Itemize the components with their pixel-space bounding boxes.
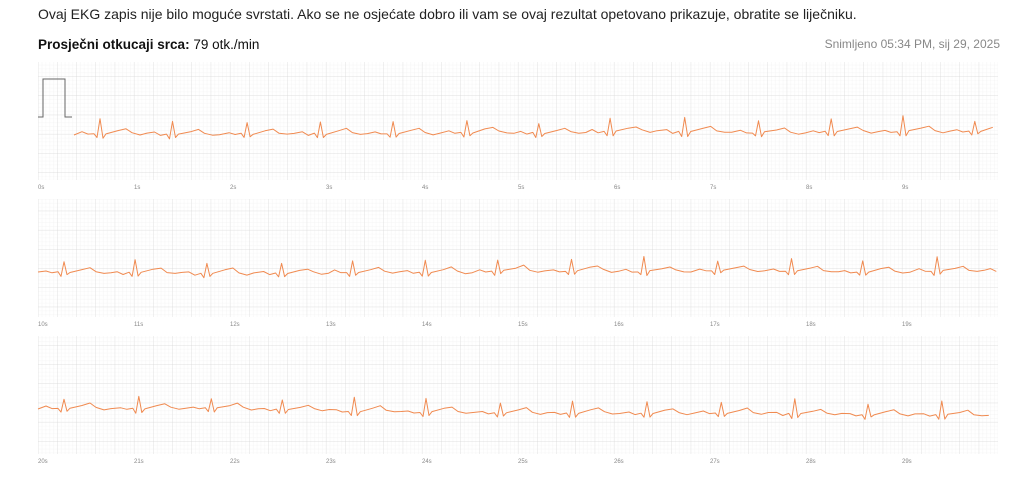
time-label: 8s [806,185,812,191]
time-label: 22s [230,459,240,465]
time-label: 21s [134,459,144,465]
time-label: 4s [422,185,428,191]
time-label: 27s [710,459,720,465]
time-label: 20s [38,459,48,465]
recorded-date: Snimljeno 05:34 PM, sij 29, 2025 [824,37,1000,51]
ecg-grid [38,336,998,454]
time-label: 9s [902,185,908,191]
time-label: 7s [710,185,716,191]
time-label: 18s [806,322,816,328]
ecg-grid [38,62,998,180]
time-label: 10s [38,322,48,328]
time-label: 11s [134,322,143,328]
time-label: 3s [326,185,332,191]
ecg-trace [73,115,993,140]
time-label: 2s [230,185,236,191]
time-label: 28s [806,459,816,465]
heart-rate-label: Prosječni otkucaji srca: [38,37,190,52]
time-label: 26s [614,459,624,465]
heart-rate: Prosječni otkucaji srca: 79 otk./min [38,37,259,52]
time-label: 23s [326,459,336,465]
time-label: 24s [422,459,432,465]
time-label: 14s [422,322,432,328]
time-label: 1s [134,185,140,191]
time-label: 13s [326,322,336,328]
time-label: 5s [518,185,524,191]
calibration-pulse [38,78,72,118]
time-label: 17s [710,322,720,328]
time-label: 0s [38,185,44,191]
time-label: 15s [518,322,528,328]
ecg-trace [37,395,989,420]
time-label: 12s [230,322,240,328]
time-label: 19s [902,322,912,328]
time-label: 16s [614,322,624,328]
ecg-grid [38,199,998,317]
time-label: 6s [614,185,620,191]
message: Ovaj EKG zapis nije bilo moguće svrstati… [38,6,857,22]
ecg-trace [37,256,997,279]
time-label: 29s [902,459,912,465]
time-label: 25s [518,459,528,465]
heart-rate-value: 79 otk./min [193,37,260,52]
